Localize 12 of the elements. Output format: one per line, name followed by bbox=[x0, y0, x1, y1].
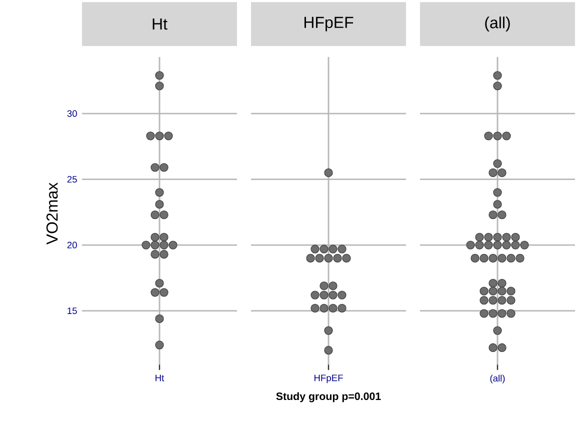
category-label: HFpEF bbox=[304, 16, 354, 32]
y-tick-label: 20 bbox=[67, 242, 77, 248]
y-tick-label: 15 bbox=[68, 308, 77, 314]
category-label: Ht bbox=[152, 18, 168, 30]
x-tick-label: HFpEF bbox=[314, 374, 343, 384]
x-axis-title: Study group p=0.001 bbox=[276, 392, 381, 402]
x-tick-label: Ht bbox=[156, 374, 164, 382]
y-tick-label: 25 bbox=[67, 176, 77, 183]
y-axis-title: VO2max bbox=[46, 182, 58, 245]
y-tick-label: 30 bbox=[67, 110, 77, 117]
category-label: (all) bbox=[485, 16, 510, 32]
x-tick-label: (all) bbox=[490, 374, 505, 384]
